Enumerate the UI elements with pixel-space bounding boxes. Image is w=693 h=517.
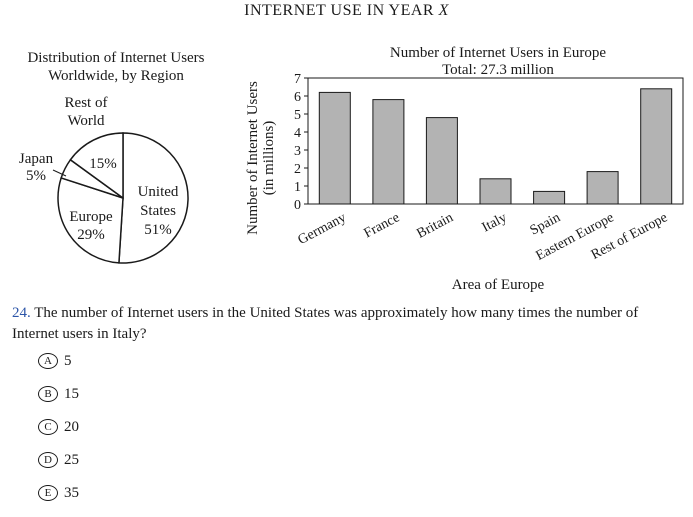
- pie-label-japan: Japan: [19, 151, 54, 167]
- x-tick-label-germany: Germany: [296, 210, 349, 248]
- bar-chart-title: Number of Internet Users in Europe: [390, 45, 607, 61]
- y-tick-label-6: 6: [294, 90, 301, 105]
- bar-germany: [318, 91, 351, 205]
- bar-britain: [425, 117, 458, 205]
- bar-spain: [533, 190, 566, 205]
- pie-value-europe: 29%: [77, 227, 105, 243]
- pie-label-united-states-2: States: [140, 203, 176, 219]
- y-tick-label-4: 4: [294, 126, 301, 141]
- y-tick-label-5: 5: [294, 108, 301, 123]
- question-text: 24. The number of Internet users in the …: [12, 303, 682, 345]
- y-axis-unit-label: (in millions): [261, 121, 277, 196]
- y-tick-label-3: 3: [294, 144, 301, 159]
- pie-label-rest-of-world-2: World: [67, 113, 105, 129]
- pie-chart: Distribution of Internet Users Worldwide…: [19, 50, 205, 264]
- choice-b-value: 15: [64, 385, 79, 402]
- bar-eastern-europe: [586, 171, 619, 205]
- x-axis-label: Area of Europe: [452, 277, 545, 293]
- question-body: The number of Internet users in the Unit…: [12, 305, 639, 342]
- pie-slice-europe: [57, 176, 124, 264]
- choice-d-value: 25: [64, 451, 79, 468]
- x-tick-label-italy: Italy: [480, 210, 510, 235]
- pie-title-line-2: Worldwide, by Region: [48, 68, 184, 84]
- choice-e-bubble[interactable]: E: [38, 485, 58, 501]
- question-number: 24.: [12, 305, 31, 321]
- y-axis-label: Number of Internet Users: [245, 81, 261, 235]
- pie-value-japan: 5%: [26, 168, 46, 184]
- choice-c[interactable]: C 20: [38, 416, 79, 438]
- page-title: INTERNET USE IN YEAR X: [244, 2, 449, 19]
- pie-label-europe: Europe: [69, 209, 113, 225]
- bar-italy: [479, 178, 512, 205]
- pie-label-rest-of-world-1: Rest of: [65, 95, 108, 111]
- choice-d[interactable]: D 25: [38, 449, 79, 471]
- bar-chart: Number of Internet Users in Europe Total…: [245, 45, 684, 293]
- choice-c-bubble[interactable]: C: [38, 419, 58, 435]
- choice-b-bubble[interactable]: B: [38, 386, 58, 402]
- pie-label-united-states-1: United: [138, 184, 179, 200]
- y-tick-label-1: 1: [294, 180, 301, 195]
- choice-b[interactable]: B 15: [38, 383, 79, 405]
- pie-japan-leader-line: [52, 169, 67, 177]
- choice-a-value: 5: [64, 352, 72, 369]
- bar-rest-of-europe: [640, 88, 673, 205]
- pie-slice-rest-of-world: [69, 132, 124, 200]
- pie-slice-united-states: [118, 132, 189, 264]
- pie-value-rest-of-world: 15%: [89, 156, 117, 172]
- choice-a-bubble[interactable]: A: [38, 353, 58, 369]
- y-tick-label-7: 7: [294, 72, 301, 87]
- y-tick-label-0: 0: [294, 198, 301, 213]
- x-tick-label-france: France: [362, 210, 403, 241]
- choice-d-bubble[interactable]: D: [38, 452, 58, 468]
- y-tick-label-2: 2: [294, 162, 301, 177]
- choice-c-value: 20: [64, 418, 79, 435]
- bar-france: [372, 99, 405, 205]
- bar-chart-subtitle: Total: 27.3 million: [442, 62, 554, 78]
- choice-e[interactable]: E 35: [38, 482, 79, 504]
- choice-e-value: 35: [64, 484, 79, 501]
- x-tick-label-britain: Britain: [414, 210, 455, 242]
- pie-title-line-1: Distribution of Internet Users: [27, 50, 204, 66]
- pie-value-united-states: 51%: [144, 222, 172, 238]
- x-tick-label-spain: Spain: [528, 210, 563, 238]
